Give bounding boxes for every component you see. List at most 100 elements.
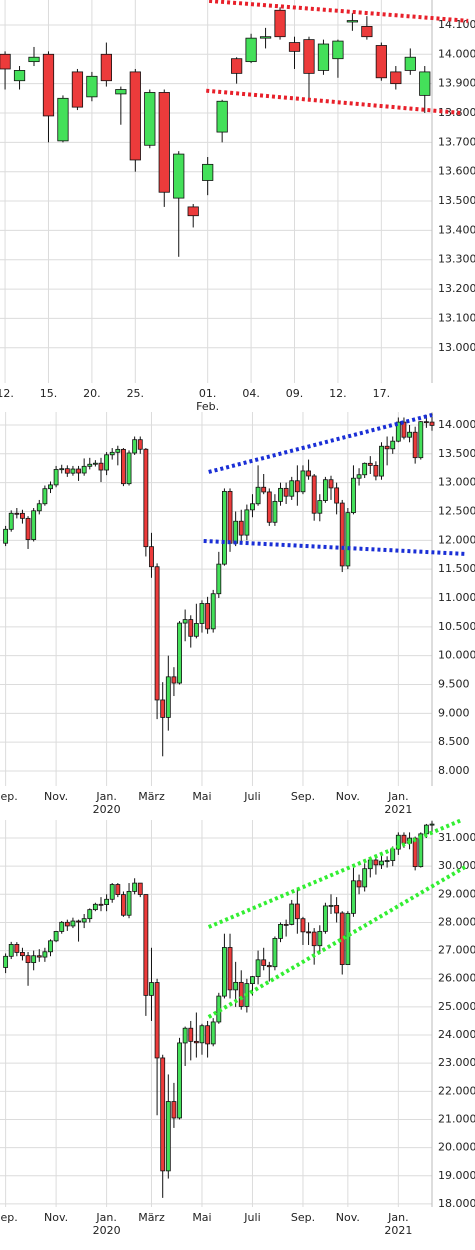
candle-body bbox=[182, 619, 188, 624]
candle-body bbox=[76, 920, 81, 923]
x-tick-label: 15. bbox=[40, 387, 58, 400]
y-tick-label: 13.200 bbox=[438, 282, 475, 295]
candle-body bbox=[418, 833, 424, 868]
x-tick-label: 25. bbox=[127, 387, 145, 400]
candle-body bbox=[171, 676, 177, 684]
y-tick-label: 28.000 bbox=[438, 915, 475, 928]
y-tick-label: 10.000 bbox=[438, 649, 475, 662]
candle-body bbox=[8, 944, 14, 957]
candle-body bbox=[367, 462, 373, 466]
candle-body bbox=[129, 71, 141, 161]
candle-body bbox=[351, 477, 356, 514]
candle-body bbox=[259, 36, 272, 39]
x-tick-label: 12. bbox=[0, 387, 14, 400]
candle-body bbox=[64, 921, 70, 927]
trend-line bbox=[203, 538, 467, 556]
candle-body bbox=[3, 955, 9, 968]
candle-body bbox=[334, 904, 340, 914]
candle-body bbox=[143, 448, 149, 548]
candle-body bbox=[373, 859, 379, 866]
candle-body bbox=[272, 500, 278, 523]
candle-body bbox=[423, 421, 429, 424]
x-tick-label: Nov. bbox=[44, 790, 68, 803]
candle-body bbox=[160, 699, 166, 718]
candle-body bbox=[244, 509, 250, 536]
candle-body bbox=[115, 89, 127, 95]
chart-panel: 14.000 13.500 13.000 12.500 12.000 11.500 11.0… bbox=[0, 412, 475, 816]
x-tick-label: 17. bbox=[373, 387, 391, 400]
candle-body bbox=[328, 904, 334, 907]
candle-body bbox=[53, 469, 59, 486]
candle-body bbox=[71, 71, 84, 108]
candle-body bbox=[289, 903, 295, 925]
y-tick-label: 27.000 bbox=[438, 944, 475, 957]
y-tick-label: 13.500 bbox=[438, 447, 475, 460]
candle-body bbox=[245, 37, 257, 63]
candle-body bbox=[339, 502, 345, 567]
candle-body bbox=[187, 206, 199, 217]
candle-body bbox=[104, 454, 110, 471]
candle-body bbox=[231, 58, 243, 74]
candle-body bbox=[221, 947, 227, 997]
candle-body bbox=[288, 42, 301, 52]
y-tick-label: 9.500 bbox=[438, 677, 470, 690]
x-tick-label: Nov. bbox=[336, 1211, 360, 1224]
candle-body bbox=[210, 1021, 216, 1045]
candle-body bbox=[57, 97, 69, 142]
candle-body bbox=[306, 931, 311, 934]
x-tick-label: Sep. bbox=[291, 790, 315, 803]
candle-body bbox=[109, 451, 115, 456]
candle-body bbox=[303, 39, 315, 74]
candle-body bbox=[165, 1101, 171, 1172]
x-tick-label: Sep. bbox=[0, 1211, 18, 1224]
x-tick-label: Juli bbox=[243, 790, 260, 803]
candle-body bbox=[205, 603, 211, 630]
candle-body bbox=[266, 491, 272, 523]
candle-body bbox=[390, 440, 396, 450]
candle-body bbox=[59, 468, 65, 471]
candle-body bbox=[346, 20, 359, 23]
candle-body bbox=[317, 500, 323, 514]
candle-body bbox=[20, 952, 25, 957]
candle-body bbox=[126, 891, 132, 916]
candle-body bbox=[64, 468, 70, 474]
candle-body bbox=[384, 445, 390, 450]
candle-body bbox=[373, 465, 379, 477]
candle-body bbox=[98, 462, 104, 471]
trend-line bbox=[206, 88, 462, 115]
candle-body bbox=[25, 955, 31, 964]
x-tick-label: Sep. bbox=[0, 790, 18, 803]
x-tick-label: Mai bbox=[192, 790, 211, 803]
y-tick-label: 12.500 bbox=[438, 504, 475, 517]
y-tick-label: 13.000 bbox=[438, 476, 475, 489]
y-tick-label: 13.900 bbox=[438, 77, 475, 90]
candle-body bbox=[345, 512, 351, 567]
candle-body bbox=[28, 56, 40, 63]
y-tick-label: 13.500 bbox=[438, 194, 475, 207]
candle-body bbox=[20, 512, 25, 519]
candle-body bbox=[261, 486, 267, 493]
candle-body bbox=[158, 92, 170, 193]
y-tick-label: 31.000 bbox=[438, 831, 475, 844]
y-tick-label: 8.500 bbox=[438, 735, 470, 748]
candle-body bbox=[227, 947, 233, 991]
y-tick-label: 24.000 bbox=[438, 1028, 475, 1041]
y-tick-label: 13.800 bbox=[438, 106, 475, 119]
candle-body bbox=[255, 486, 261, 505]
candle-body bbox=[317, 930, 323, 947]
candle-body bbox=[311, 931, 317, 947]
candle-body bbox=[332, 40, 344, 60]
y-tick-label: 13.700 bbox=[438, 135, 475, 148]
candle-body bbox=[8, 512, 14, 530]
candle-body bbox=[300, 470, 306, 493]
y-tick-label: 14.100 bbox=[438, 18, 475, 31]
candle-body bbox=[367, 859, 373, 870]
y-tick-label: 10.500 bbox=[438, 620, 475, 633]
candle-body bbox=[14, 512, 20, 515]
candle-body bbox=[238, 981, 244, 1007]
candle-body bbox=[188, 1027, 194, 1042]
candle-body bbox=[13, 70, 26, 82]
candle-body bbox=[154, 982, 160, 1059]
candle-body bbox=[193, 623, 199, 637]
